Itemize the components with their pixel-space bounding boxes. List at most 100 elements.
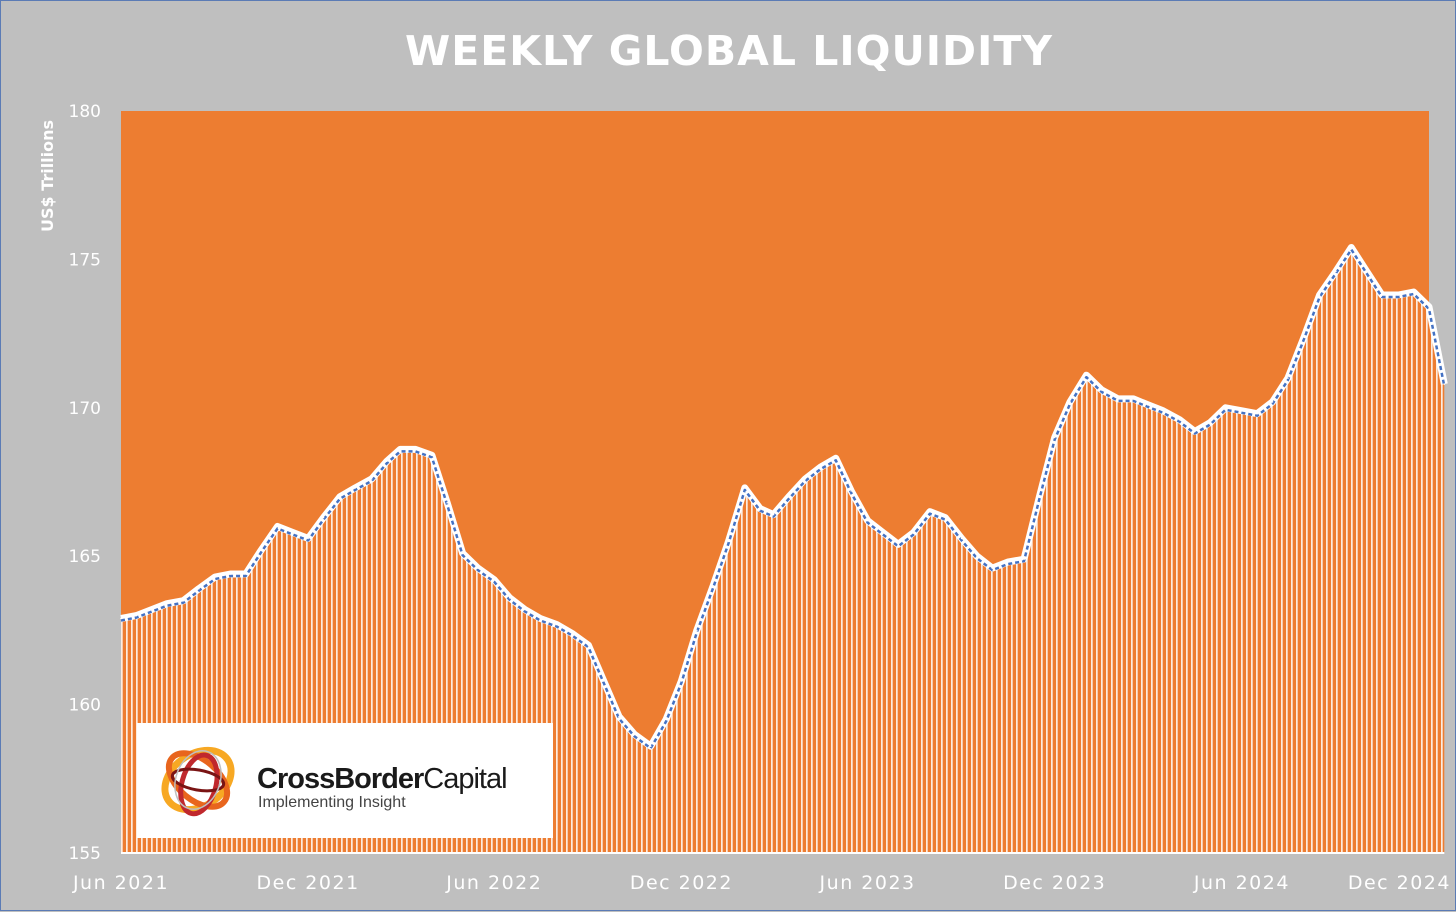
- data-point: [1412, 291, 1415, 293]
- data-point: [166, 602, 168, 605]
- data-point: [680, 680, 683, 682]
- data-point: [618, 715, 620, 718]
- data-point: [477, 567, 479, 569]
- logo-name-regular: Capital: [423, 763, 506, 795]
- series-line-outline: [120, 244, 1448, 750]
- data-point: [1178, 418, 1181, 421]
- data-point: [461, 552, 464, 554]
- data-point: [260, 549, 262, 552]
- data-point: [804, 478, 806, 480]
- data-point: [897, 543, 899, 546]
- data-point: [1256, 412, 1258, 415]
- data-point: [602, 680, 605, 682]
- data-point: [414, 448, 417, 451]
- x-tick-label: Dec 2022: [630, 872, 733, 894]
- data-point: [197, 588, 200, 590]
- logo-name-bold: CrossBorder: [257, 763, 424, 795]
- data-point: [1428, 306, 1430, 308]
- data-point: [696, 629, 698, 632]
- data-point: [835, 457, 837, 460]
- data-point: [1147, 404, 1149, 406]
- data-point: [1162, 410, 1164, 412]
- logo-emblem-icon: [161, 746, 235, 817]
- data-point: [322, 516, 325, 519]
- data-point: [788, 496, 790, 498]
- data-point: [850, 490, 852, 492]
- data-point: [744, 487, 746, 489]
- data-point: [759, 507, 761, 510]
- data-point: [135, 614, 138, 617]
- data-point: [1365, 270, 1368, 273]
- data-point: [866, 519, 869, 522]
- data-point: [976, 555, 978, 557]
- data-point: [399, 448, 402, 451]
- data-point: [929, 510, 931, 513]
- data-point: [571, 632, 573, 635]
- y-tick-label: 180: [69, 102, 101, 122]
- data-point: [1085, 374, 1088, 377]
- data-point: [182, 599, 185, 602]
- data-point: [555, 623, 558, 626]
- data-point: [960, 537, 963, 540]
- data-point: [1350, 246, 1353, 249]
- data-point: [1318, 294, 1321, 296]
- data-point: [1303, 335, 1305, 338]
- y-tick-label: 175: [69, 250, 101, 270]
- data-point: [1100, 389, 1103, 391]
- x-tick-label: Jun 2023: [819, 872, 916, 894]
- data-point: [245, 573, 247, 575]
- data-point: [665, 718, 667, 721]
- data-point: [339, 496, 341, 498]
- data-point: [1241, 410, 1243, 412]
- data-point: [1335, 270, 1337, 273]
- data-point: [649, 745, 652, 747]
- x-tick-label: Dec 2023: [1003, 872, 1106, 894]
- data-point: [386, 460, 388, 463]
- data-point: [1132, 398, 1135, 400]
- data-point: [727, 540, 730, 543]
- data-point: [991, 567, 994, 569]
- x-tick-label: Jun 2021: [72, 872, 169, 894]
- data-point: [1209, 421, 1211, 424]
- data-point: [214, 576, 216, 578]
- data-point: [431, 454, 433, 457]
- data-point: [276, 525, 279, 528]
- y-tick-label: 170: [69, 399, 101, 419]
- data-point: [150, 608, 153, 611]
- data-point: [229, 573, 232, 575]
- data-point: [1117, 398, 1119, 400]
- y-tick-label: 155: [69, 844, 101, 864]
- data-point: [493, 579, 496, 581]
- data-point: [1006, 561, 1009, 563]
- y-tick-labels: 155 160 165 170 175 180: [69, 102, 101, 864]
- data-point: [1287, 377, 1289, 379]
- data-point: [307, 537, 309, 540]
- data-point: [1023, 558, 1025, 560]
- data-point: [633, 733, 636, 736]
- y-tick-label: 160: [69, 696, 101, 716]
- data-point: [772, 513, 775, 516]
- x-tick-label: Jun 2022: [445, 872, 542, 894]
- x-tick-label: Dec 2021: [257, 872, 360, 894]
- series-line: [120, 248, 1446, 750]
- x-tick-labels: Jun 2021 Dec 2021 Jun 2022 Dec 2022 Jun 2023…: [72, 872, 1451, 894]
- data-point: [1053, 436, 1056, 439]
- data-point: [1271, 401, 1274, 403]
- data-point: [819, 466, 822, 469]
- x-tick-label: Dec 2024: [1348, 872, 1451, 894]
- data-point: [1194, 430, 1196, 433]
- data-point: [446, 502, 449, 504]
- data-point: [1038, 496, 1041, 498]
- data-point: [539, 617, 542, 620]
- data-point: [882, 531, 884, 534]
- data-point: [1224, 407, 1227, 409]
- chart-title: WEEKLY GLOBAL LIQUIDITY: [405, 27, 1053, 75]
- data-point: [944, 516, 947, 519]
- data-point: [712, 585, 714, 587]
- y-axis-title: US$ Trillions: [38, 120, 57, 232]
- x-tick-label: Jun 2024: [1193, 872, 1290, 894]
- data-point: [292, 531, 294, 534]
- data-point: [508, 597, 511, 599]
